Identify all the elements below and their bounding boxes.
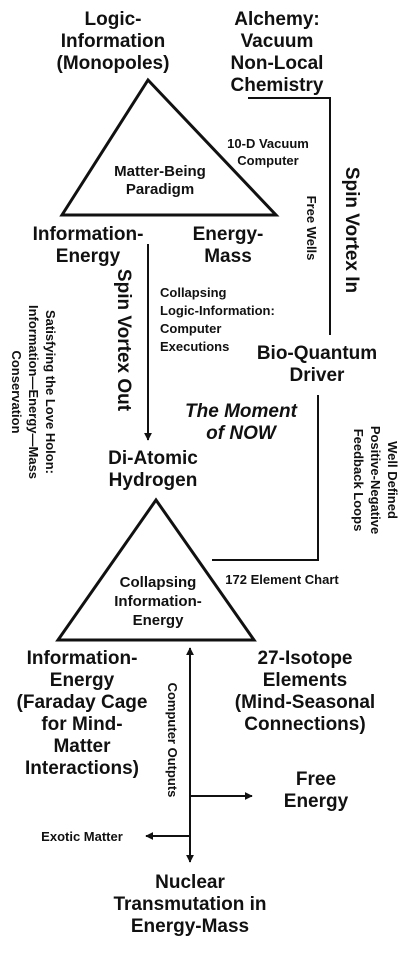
node-information-energy-faraday: Information-Energy (Faraday Cage for Mind-…	[17, 648, 148, 779]
text-line: (Monopoles)	[57, 53, 170, 74]
text-line: of NOW	[206, 423, 278, 444]
text-line: Information-	[114, 593, 202, 610]
text-line: Logic-	[85, 9, 142, 30]
top-triangle	[59, 77, 280, 217]
text-line: Information-	[27, 648, 138, 669]
bottom-triangle	[55, 497, 257, 642]
text-line: Feedback Loops	[351, 429, 366, 532]
node-27-isotope-elements: 27-Isotope Elements (Mind-Seasonal Connecti…	[235, 648, 375, 735]
text-line: 10-D Vacuum	[227, 136, 309, 151]
text-line: Transmutation in	[113, 894, 266, 915]
text-line: Nuclear	[155, 872, 225, 893]
text-line: Elements	[263, 670, 347, 691]
label-10d-vacuum-computer: 10-D Vacuum Computer	[227, 136, 309, 168]
node-information-energy-top: Information-Energy	[33, 224, 144, 267]
text-line: Information-	[33, 224, 144, 245]
text-line: Interactions)	[25, 758, 139, 779]
node-di-atomic-hydrogen: Di-Atomic Hydrogen	[108, 448, 198, 491]
label-feedback-loops: Well DefinedPositive-NegativeFeedback Lo…	[351, 426, 400, 534]
text-line: Hydrogen	[109, 470, 198, 491]
node-bio-quantum-driver: Bio-Quantum Driver	[257, 343, 377, 386]
node-moment-of-now: The Moment of NOW	[185, 401, 298, 444]
label-172-element-chart: 172 Element Chart	[225, 572, 339, 587]
text-line: Energy-Mass	[131, 916, 249, 937]
text-line: (Mind-Seasonal	[235, 692, 375, 713]
node-alchemy: Alchemy: Vacuum Non-Local Chemistry	[231, 9, 324, 96]
text-line: Connections)	[244, 714, 365, 735]
text-line: Energy-	[193, 224, 264, 245]
text-line: Matter	[53, 736, 111, 757]
text-line: Logic-Information:	[160, 303, 275, 318]
node-exotic-matter: Exotic Matter	[41, 829, 123, 844]
text-line: Di-Atomic	[108, 448, 198, 469]
text-line: Paradigm	[126, 181, 194, 198]
text-line: Energy	[50, 670, 115, 691]
text-line: Driver	[290, 365, 346, 386]
label-spin-vortex-in: Spin Vortex In	[341, 167, 362, 293]
text-line: Conservation	[9, 350, 24, 433]
node-collapsing-information-energy: Collapsing Information- Energy	[114, 574, 202, 629]
label-spin-vortex-out: Spin Vortex Out	[113, 269, 134, 412]
label-computer-outputs: Computer Outputs	[165, 683, 180, 798]
text-line: Energy	[56, 246, 121, 267]
text-line: Matter-Being	[114, 163, 206, 180]
text-line: Energy	[133, 612, 185, 629]
text-line: Well Defined	[385, 441, 400, 519]
text-line: for Mind-	[41, 714, 122, 735]
text-line: Mass	[204, 246, 252, 267]
text-line: Vacuum	[241, 31, 314, 52]
text-line: Chemistry	[231, 75, 324, 96]
node-free-energy: Free Energy	[284, 769, 349, 812]
text-line: Collapsing	[160, 285, 227, 300]
text-line: Positive-Negative	[368, 426, 383, 534]
node-matter-being: Matter-Being Paradigm	[114, 163, 206, 198]
text-line: Alchemy:	[234, 9, 320, 30]
text-line: Non-Local	[231, 53, 324, 74]
node-logic-information: Logic-Information (Monopoles)	[57, 9, 170, 74]
node-energy-mass: Energy-Mass	[193, 224, 264, 267]
label-collapsing-logic-information: Collapsing Logic-Information: Computer Exec…	[160, 285, 275, 354]
node-nuclear-transmutation: Nuclear Transmutation in Energy-Mass	[113, 872, 266, 937]
text-line: Bio-Quantum	[257, 343, 377, 364]
text-line: Free	[296, 769, 336, 790]
text-line: Executions	[160, 339, 229, 354]
text-line: Information	[61, 31, 166, 52]
text-line: The Moment	[185, 401, 298, 422]
text-line: Computer	[160, 321, 221, 336]
feedback-loop-line	[212, 395, 319, 561]
text-line: Information—Energy—Mass	[26, 305, 41, 479]
text-line: (Faraday Cage	[17, 692, 148, 713]
text-line: Collapsing	[120, 574, 197, 591]
spin-vortex-in-line	[248, 97, 331, 335]
label-free-wells: Free Wells	[304, 196, 319, 261]
label-love-holon: Satisfying the Love Holon:Information—En…	[9, 305, 58, 479]
text-line: Computer	[237, 153, 298, 168]
text-line: Energy	[284, 791, 349, 812]
text-line: Satisfying the Love Holon:	[43, 310, 58, 474]
text-line: 27-Isotope	[257, 648, 352, 669]
